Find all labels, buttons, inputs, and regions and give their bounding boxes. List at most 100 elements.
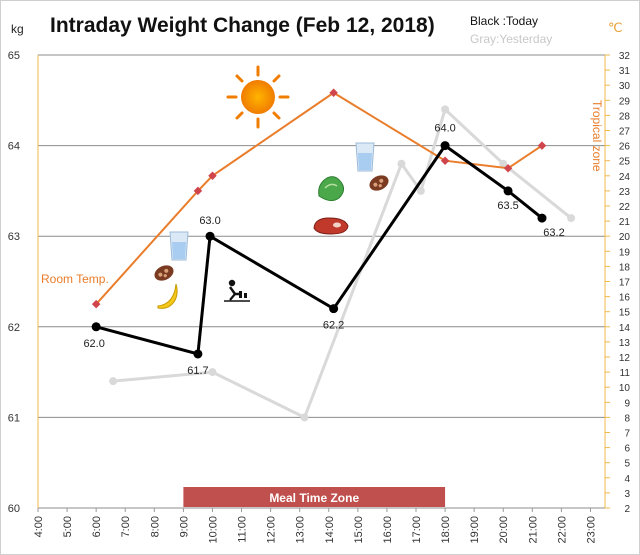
x-tick-label: 17:00 (411, 516, 423, 544)
data-point-today (329, 304, 339, 314)
y-tick-label-right: 10 (619, 383, 631, 394)
y-tick-label-right: 25 (619, 157, 631, 168)
y-tick-label-left: 65 (8, 50, 20, 62)
data-point-today (440, 141, 450, 151)
data-point-yesterday (300, 413, 309, 422)
data-label-today: 63.0 (199, 215, 220, 227)
x-tick-label: 14:00 (324, 516, 336, 544)
data-point-room-temp (208, 171, 217, 181)
x-tick-label: 21:00 (527, 516, 539, 544)
x-tick-label: 23:00 (585, 516, 597, 544)
y-tick-label-left: 60 (8, 503, 20, 515)
y-tick-label-right: 17 (619, 278, 631, 289)
y-tick-label-right: 7 (624, 429, 630, 440)
x-tick-label: 10:00 (207, 516, 219, 544)
y-tick-label-right: 8 (624, 413, 630, 424)
y-tick-label-right: 26 (619, 142, 631, 153)
y-tick-label-right: 21 (619, 217, 631, 228)
x-tick-label: 7:00 (120, 516, 132, 537)
y-tick-label-right: 27 (619, 127, 631, 138)
data-point-room-temp (503, 164, 513, 173)
bread-icon (154, 265, 174, 281)
water-glass-icon (355, 142, 375, 172)
x-tick-label: 4:00 (33, 516, 45, 537)
x-tick-label: 8:00 (149, 516, 161, 537)
x-tick-label: 13:00 (295, 516, 307, 544)
y-tick-label-right: 14 (619, 323, 631, 334)
x-tick-label: 19:00 (469, 516, 481, 544)
y-tick-label-right: 32 (619, 51, 631, 62)
data-point-room-temp (193, 186, 203, 196)
data-label-today: 62.0 (83, 338, 104, 350)
x-tick-label: 12:00 (266, 516, 278, 544)
y-tick-label-right: 20 (619, 232, 631, 243)
data-label-today: 63.5 (497, 200, 518, 212)
chart-title: Intraday Weight Change (Feb 12, 2018) (50, 14, 435, 37)
meat-icon (313, 217, 349, 235)
x-tick-label: 9:00 (178, 516, 190, 537)
legend-today: Black :Today (470, 14, 539, 28)
data-point-yesterday (397, 159, 406, 168)
legend-yesterday: Gray:Yesterday (470, 32, 553, 46)
y-tick-label-right: 28 (619, 111, 631, 122)
data-point-yesterday (208, 368, 217, 377)
y-tick-label-right: 11 (620, 368, 631, 379)
y-tick-label-right: 29 (619, 96, 631, 107)
bread-icon (369, 175, 389, 191)
water-glass-icon (169, 231, 189, 261)
tropical-zone-label: Tropical zone (590, 100, 604, 172)
x-tick-label: 5:00 (62, 516, 74, 537)
data-label-today: 64.0 (434, 123, 455, 135)
x-tick-label: 11:00 (237, 516, 249, 543)
y-tick-label-right: 5 (624, 459, 630, 470)
meal-time-zone-label: Meal Time Zone (269, 491, 359, 505)
data-point-today (537, 213, 547, 223)
y-tick-label-right: 3 (624, 489, 630, 500)
data-point-room-temp (91, 299, 101, 309)
y-tick-label-right: 4 (624, 474, 630, 485)
x-tick-label: 20:00 (498, 516, 510, 544)
sun-icon (226, 65, 290, 129)
x-tick-label: 6:00 (91, 516, 103, 537)
banana-icon (157, 283, 178, 309)
y-tick-label-right: 23 (619, 187, 631, 198)
x-tick-label: 16:00 (382, 516, 394, 544)
y-tick-label-right: 24 (619, 172, 631, 183)
data-point-yesterday (416, 186, 425, 195)
x-tick-label: 22:00 (556, 516, 568, 544)
room-temp-label: Room Temp. (41, 272, 109, 286)
data-point-room-temp (440, 156, 450, 165)
y-tick-label-right: 31 (619, 66, 631, 77)
data-label-today: 61.7 (187, 365, 208, 377)
y-tick-label-left: 64 (8, 141, 20, 153)
data-point-today (193, 349, 203, 359)
data-point-yesterday (567, 214, 576, 223)
lettuce-icon (318, 176, 345, 202)
series-line-today (95, 143, 543, 356)
y-tick-label-right: 9 (624, 398, 630, 409)
y-tick-label-right: 30 (619, 81, 631, 92)
y-tick-label-right: 22 (619, 202, 631, 213)
data-point-yesterday (441, 105, 450, 114)
data-label-today: 63.2 (543, 227, 564, 239)
meal-time-zone-band (183, 487, 446, 507)
y-tick-label-right: 18 (619, 262, 631, 273)
data-label-today: 62.2 (323, 320, 344, 332)
data-point-yesterday (109, 377, 118, 386)
data-point-room-temp (329, 88, 338, 97)
y-tick-label-right: 16 (619, 293, 631, 304)
left-axis-unit: kg (11, 22, 24, 36)
data-point-today (205, 231, 215, 241)
right-axis-unit: ℃ (608, 20, 623, 35)
y-tick-label-right: 15 (619, 308, 631, 319)
series-line-yesterday (112, 106, 573, 420)
y-tick-label-right: 6 (624, 444, 630, 455)
data-point-today (91, 322, 101, 332)
y-tick-label-right: 19 (619, 247, 631, 258)
y-tick-label-left: 61 (8, 412, 20, 424)
x-tick-label: 15:00 (353, 516, 365, 544)
x-tick-label: 18:00 (440, 516, 452, 544)
exercise-icon (224, 279, 250, 302)
y-tick-label-left: 62 (8, 322, 20, 334)
y-tick-label-left: 63 (8, 231, 20, 243)
